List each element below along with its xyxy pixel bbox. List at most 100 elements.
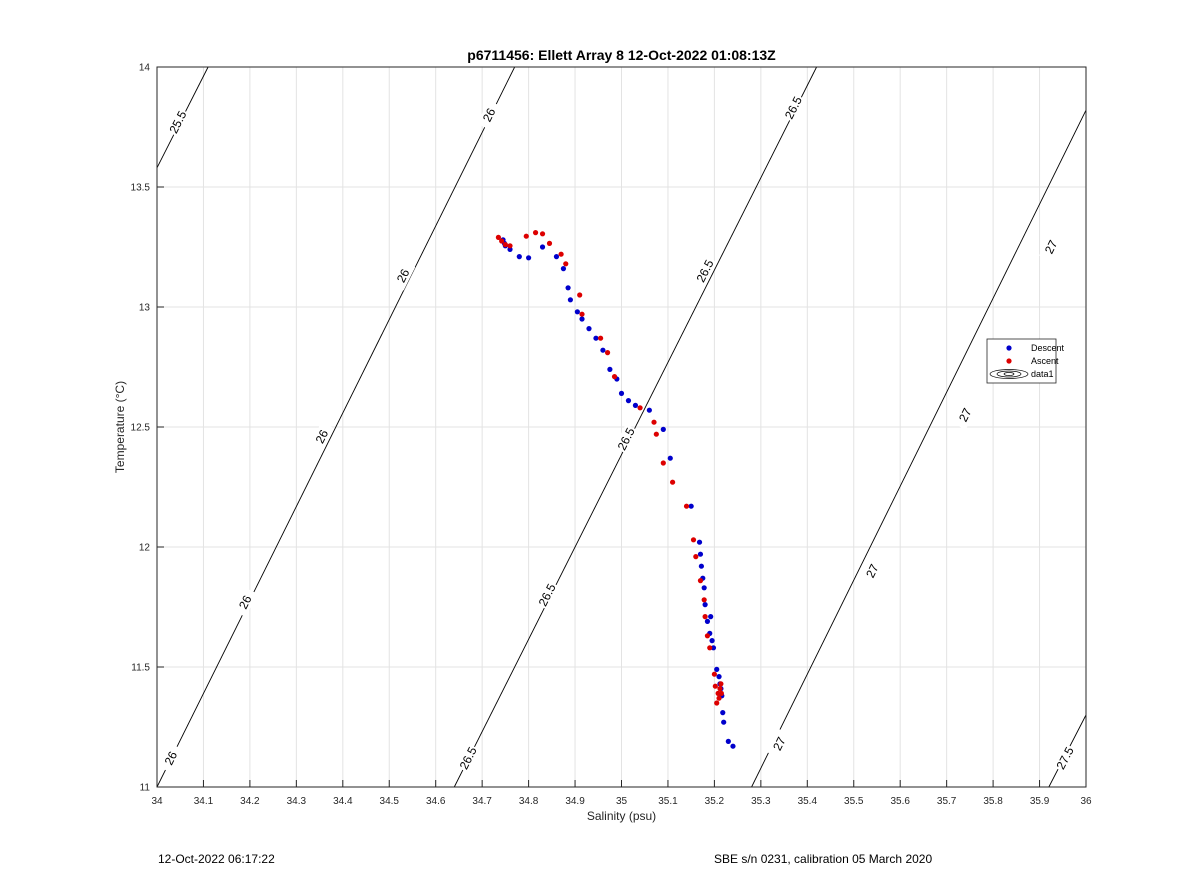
descent-point bbox=[730, 743, 736, 749]
ascent-point bbox=[653, 431, 659, 437]
axis-ticks: 34 34.1 34.2 34.3 34.4 34.5 34.6 34.7 34.8 34.9 35… bbox=[131, 63, 1092, 808]
descent-point bbox=[708, 614, 714, 620]
contour-label: 26 bbox=[309, 421, 334, 452]
x-tick-label: 34.7 bbox=[472, 796, 492, 807]
contour-label-bg bbox=[781, 93, 806, 123]
x-tick-label: 34.6 bbox=[426, 796, 446, 807]
descent-point bbox=[593, 335, 599, 341]
descent-point bbox=[698, 563, 704, 569]
x-tick-label: 34 bbox=[151, 796, 163, 807]
contour-label: 27 bbox=[1039, 232, 1064, 262]
y-tick-label: 12 bbox=[139, 543, 151, 554]
contour-label: 27 bbox=[767, 729, 792, 759]
ascent-point bbox=[697, 578, 704, 584]
descent-point bbox=[725, 738, 731, 745]
contour-label-text: 27 bbox=[956, 406, 975, 424]
contour-line-26 bbox=[156, 66, 516, 788]
contour-label-text: 26 bbox=[480, 106, 499, 124]
ascent-point bbox=[558, 251, 564, 257]
descent-point bbox=[574, 309, 580, 315]
contour-label-bg bbox=[165, 107, 191, 137]
x-tick-label: 36 bbox=[1080, 796, 1092, 807]
ascent-point bbox=[539, 231, 546, 237]
legend-data1-label: data1 bbox=[1031, 369, 1054, 379]
descent-point bbox=[710, 645, 717, 651]
y-tick-label: 14 bbox=[139, 63, 151, 74]
density-contours: 25.5262626262626.526.526.526.526.5272727… bbox=[156, 66, 1087, 788]
descent-point bbox=[560, 266, 567, 272]
contour-label-bg bbox=[693, 256, 718, 286]
legend-ascent-label: Ascent bbox=[1031, 356, 1059, 366]
y-axis-label: Temperature (°C) bbox=[113, 381, 127, 473]
ascent-point bbox=[563, 261, 569, 267]
ascent-point bbox=[683, 503, 690, 509]
ascent-point bbox=[690, 537, 697, 543]
grid bbox=[156, 66, 1087, 788]
contour-label-text: 27 bbox=[863, 562, 882, 580]
y-tick-label: 13 bbox=[139, 303, 151, 314]
x-tick-label: 35.3 bbox=[751, 796, 771, 807]
descent-point bbox=[667, 455, 673, 461]
descent-point bbox=[579, 316, 585, 322]
ascent-point bbox=[716, 695, 722, 701]
contour-label-text: 26 bbox=[236, 593, 255, 611]
footer-calibration: SBE s/n 0231, calibration 05 March 2020 bbox=[714, 852, 933, 866]
descent-point bbox=[701, 585, 707, 591]
ascent-point bbox=[597, 335, 604, 341]
contour-label-bg bbox=[233, 587, 258, 617]
contour-label-bg bbox=[158, 743, 183, 773]
descent-point bbox=[696, 539, 703, 545]
descent-point bbox=[646, 407, 652, 413]
x-tick-label: 34.1 bbox=[194, 796, 214, 807]
descent-point bbox=[600, 347, 606, 353]
ascent-point bbox=[702, 614, 708, 620]
ascent-point bbox=[707, 645, 713, 651]
x-tick-label: 34.4 bbox=[333, 796, 353, 807]
x-tick-label: 34.8 bbox=[519, 796, 539, 807]
descent-point bbox=[586, 326, 592, 332]
descent-point bbox=[526, 255, 532, 261]
legend-descent-label: Descent bbox=[1031, 343, 1065, 353]
x-tick-label: 34.3 bbox=[287, 796, 307, 807]
descent-point bbox=[625, 398, 632, 404]
y-tick-label: 11.5 bbox=[131, 663, 150, 674]
ascent-point bbox=[701, 597, 707, 603]
descent-point bbox=[567, 297, 574, 303]
contour-label-text: 26 bbox=[313, 427, 332, 445]
contour-label-bg bbox=[456, 743, 481, 773]
x-tick-label: 34.5 bbox=[380, 796, 400, 807]
ascent-point bbox=[718, 690, 724, 697]
legend: Descent Ascent data1 bbox=[986, 338, 1065, 384]
contour-label-bg bbox=[1052, 743, 1078, 773]
contour-label: 26 bbox=[233, 587, 258, 617]
descent-point bbox=[632, 402, 639, 408]
contour-label-bg bbox=[614, 424, 639, 454]
ascent-point bbox=[611, 374, 618, 380]
ascent-point bbox=[532, 230, 539, 236]
ascent-point bbox=[495, 234, 502, 240]
contour-label-bg bbox=[535, 580, 560, 610]
ascent-point bbox=[502, 242, 508, 248]
contour-line-27 bbox=[751, 110, 1087, 788]
x-axis-label: Salinity (psu) bbox=[587, 809, 656, 823]
contour-label-text: 26 bbox=[162, 749, 181, 767]
descent-point bbox=[721, 719, 727, 725]
ascent-point bbox=[604, 350, 611, 356]
descent-point bbox=[716, 674, 722, 680]
ascent-point bbox=[712, 683, 718, 689]
ascent-point bbox=[499, 238, 505, 244]
x-tick-label: 35.1 bbox=[658, 796, 678, 807]
descent-point bbox=[714, 666, 720, 673]
descent-point bbox=[702, 602, 708, 608]
ascent-point bbox=[693, 554, 699, 560]
contour-line-26.5 bbox=[453, 66, 817, 788]
x-tick-label: 34.2 bbox=[240, 796, 260, 807]
ascent-point bbox=[714, 700, 720, 706]
x-tick-label: 35 bbox=[616, 796, 628, 807]
contour-label: 26 bbox=[158, 743, 183, 773]
contour-label-bg bbox=[477, 100, 502, 130]
x-tick-label: 34.9 bbox=[565, 796, 585, 807]
descent-point bbox=[660, 426, 666, 432]
contour-label: 27 bbox=[860, 556, 885, 586]
